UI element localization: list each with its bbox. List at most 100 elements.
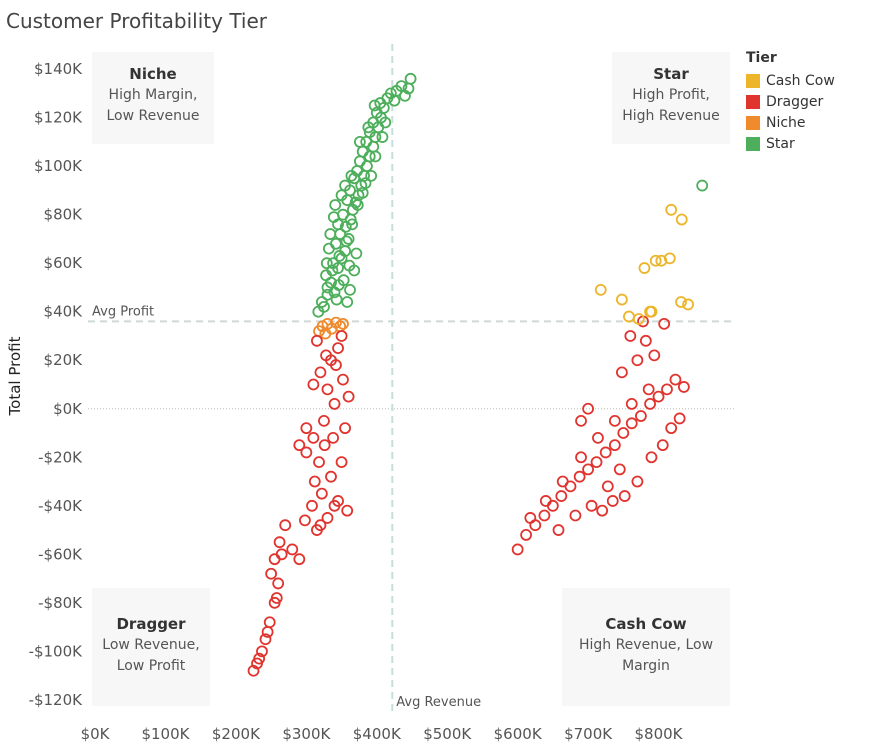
legend-item-star[interactable]: Star — [746, 133, 835, 154]
data-point-cash-cow — [649, 254, 662, 267]
data-point-star — [326, 264, 339, 277]
quadrant-dragger-line1: Low Revenue, — [102, 637, 200, 653]
data-point-dragger — [321, 512, 334, 524]
quadrant-star-title: Star — [653, 65, 689, 83]
data-point-star — [399, 89, 411, 102]
data-point-dragger — [300, 446, 313, 459]
data-point-dragger — [569, 509, 582, 522]
data-point-cash-cow — [663, 252, 676, 265]
data-point-star — [333, 250, 346, 262]
data-point-dragger — [665, 422, 678, 435]
data-point-dragger — [307, 378, 320, 391]
data-point-cash-cow — [655, 254, 668, 267]
quadrant-cashcow: Cash Cow High Revenue, Low Margin — [562, 588, 730, 706]
y-tick-label: $140K — [34, 60, 83, 78]
data-point-dragger — [635, 410, 647, 422]
y-tick-label: $0K — [53, 400, 83, 418]
data-point-star — [330, 293, 343, 306]
data-point-cash-cow — [615, 293, 628, 306]
data-point-dragger — [601, 480, 614, 493]
data-point-dragger — [552, 524, 565, 536]
data-point-dragger — [596, 504, 609, 517]
data-point-dragger — [658, 317, 671, 330]
y-tick-label: -$100K — [29, 642, 84, 660]
data-point-cash-cow — [675, 296, 687, 308]
data-point-dragger — [573, 470, 586, 483]
y-tick-label: -$40K — [38, 497, 83, 515]
legend: Tier Cash Cow Dragger Niche Star — [746, 50, 835, 154]
data-point-dragger — [625, 417, 638, 430]
legend-item-dragger[interactable]: Dragger — [746, 91, 835, 112]
legend-label: Star — [766, 135, 795, 152]
data-point-dragger — [608, 414, 621, 427]
x-axis: $0K $100K $200K $300K $400K $500K $600K $700K $8… — [81, 725, 684, 743]
data-point-star — [315, 296, 328, 308]
data-point-star — [696, 179, 709, 192]
data-point-dragger — [314, 519, 327, 532]
data-point-dragger — [300, 422, 313, 435]
data-points — [247, 72, 709, 677]
data-point-star — [344, 283, 356, 296]
data-point-star — [341, 296, 354, 308]
quadrant-dragger-line2: Low Profit — [116, 658, 186, 674]
y-tick-label: -$60K — [38, 545, 83, 563]
data-point-dragger — [539, 495, 552, 507]
quadrant-niche-line1: High Margin, — [108, 87, 198, 103]
quadrant-star-line1: High Profit, — [632, 87, 710, 103]
chart-title: Customer Profitability Tier — [6, 9, 268, 33]
data-point-dragger — [335, 456, 348, 469]
data-point-dragger — [339, 422, 351, 435]
x-tick-label: $600K — [494, 725, 543, 743]
data-point-dragger — [308, 475, 321, 488]
data-point-dragger — [320, 349, 332, 362]
data-point-dragger — [582, 463, 594, 476]
data-point-star — [324, 228, 337, 240]
data-point-star — [329, 199, 342, 211]
data-point-dragger — [556, 475, 569, 488]
data-point-dragger — [325, 470, 337, 483]
data-point-star — [320, 257, 333, 270]
data-point-niche — [337, 317, 349, 330]
data-point-star — [369, 150, 382, 163]
data-point-dragger — [656, 439, 669, 452]
data-point-dragger — [313, 456, 325, 469]
legend-item-niche[interactable]: Niche — [746, 112, 835, 133]
data-point-dragger — [631, 475, 644, 488]
data-point-star — [350, 247, 363, 260]
data-point-dragger — [524, 512, 537, 524]
x-tick-label: $200K — [212, 725, 261, 743]
data-point-star — [340, 235, 353, 248]
y-tick-label: $120K — [34, 109, 83, 127]
legend-swatch — [746, 136, 760, 151]
data-point-star — [345, 169, 358, 182]
quadrant-star: Star High Profit, High Revenue — [612, 52, 730, 144]
data-point-dragger — [332, 342, 344, 355]
data-point-dragger — [273, 536, 286, 549]
data-point-dragger — [613, 463, 626, 476]
y-tick-label: $80K — [44, 206, 84, 224]
data-point-star — [346, 218, 359, 231]
legend-swatch — [746, 115, 760, 130]
legend-item-cash-cow[interactable]: Cash Cow — [746, 70, 835, 91]
data-point-dragger — [624, 330, 637, 342]
data-point-star — [327, 211, 340, 223]
x-tick-label: $0K — [81, 725, 111, 743]
data-point-star — [349, 196, 362, 209]
data-point-cash-cow — [638, 262, 651, 274]
data-point-dragger — [582, 402, 594, 415]
data-point-dragger — [615, 366, 628, 379]
data-point-dragger — [318, 414, 330, 427]
data-point-dragger — [342, 390, 355, 403]
data-point-star — [321, 288, 334, 301]
data-point-dragger — [293, 439, 306, 452]
quadrant-cashcow-line2: Margin — [622, 658, 670, 674]
data-point-dragger — [608, 439, 621, 452]
data-point-dragger — [606, 495, 619, 507]
x-tick-label: $800K — [635, 725, 684, 743]
data-point-dragger — [321, 383, 334, 396]
data-point-dragger — [648, 349, 661, 362]
data-point-star — [327, 257, 340, 270]
data-point-star — [376, 131, 389, 143]
data-point-dragger — [261, 626, 274, 638]
quadrant-cashcow-title: Cash Cow — [605, 615, 687, 633]
